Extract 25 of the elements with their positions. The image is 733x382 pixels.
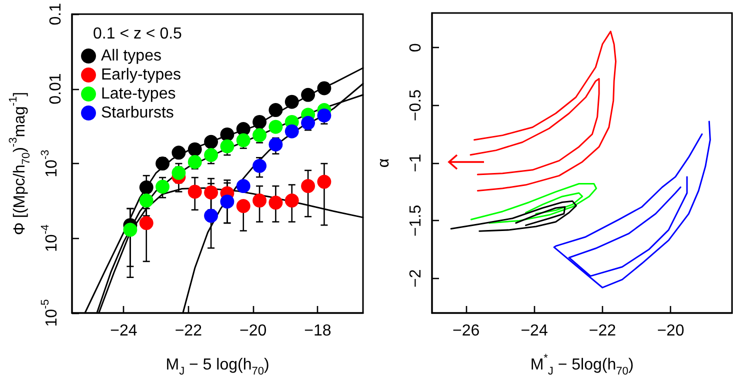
legend-label: All types [101, 48, 162, 64]
y-tick-label: −1.5 [408, 204, 424, 236]
legend-title: 0.1 < z < 0.5 [93, 26, 182, 42]
y-tick-label: −1 [408, 154, 424, 172]
legend-label: Early-types [101, 66, 182, 84]
y-tick-label: −2 [408, 269, 424, 288]
y-tick-label: 10-5 [40, 299, 60, 327]
y-tick-label: 0.1 [48, 2, 64, 26]
y-axis-title: α [376, 158, 392, 168]
x-tick-label: −26 [452, 322, 480, 340]
y-axis-title: Φ [(Mpc/h70)-3mag-1] [8, 92, 32, 236]
x-tick-label: −24 [520, 322, 548, 340]
legend-label: Starbursts [101, 104, 174, 122]
y-tick-label: 10-4 [40, 224, 60, 252]
x-tick-label: −22 [174, 322, 202, 340]
x-tick-label: −20 [657, 322, 684, 340]
y-tick-label: 0 [408, 43, 424, 52]
x-tick-label: −22 [588, 322, 616, 340]
x-tick-label: −18 [304, 322, 332, 340]
y-tick-label: 0.01 [48, 73, 64, 104]
legend-label: Late-types [101, 86, 176, 102]
x-tick-label: −20 [239, 322, 267, 340]
y-tick-label: 10-3 [40, 150, 60, 178]
y-tick-label: −0.5 [408, 89, 424, 122]
x-tick-label: −24 [110, 322, 138, 340]
